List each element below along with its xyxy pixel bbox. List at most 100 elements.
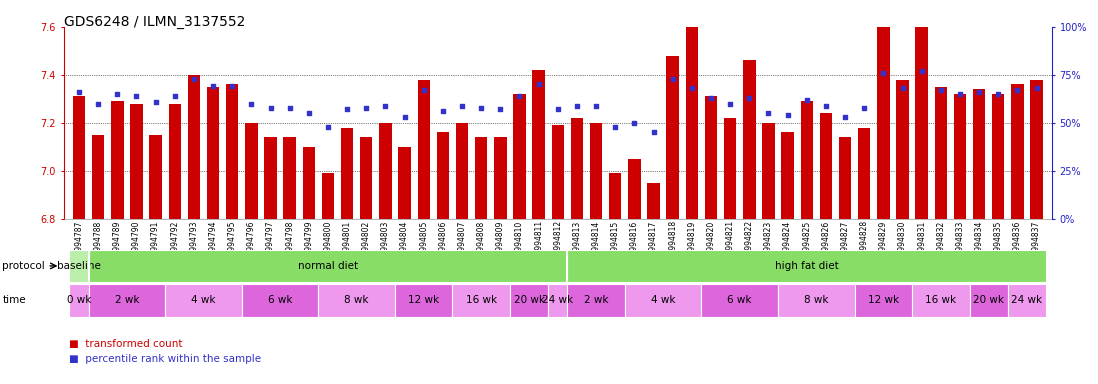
Bar: [111, 101, 124, 219]
Point: [568, 103, 585, 109]
Point: [186, 76, 203, 82]
Point: [472, 104, 490, 111]
Point: [587, 103, 605, 109]
Bar: [131, 104, 143, 219]
Text: 6 wk: 6 wk: [728, 295, 752, 306]
Bar: [743, 61, 755, 219]
Text: ■  percentile rank within the sample: ■ percentile rank within the sample: [69, 354, 261, 364]
Point: [261, 104, 279, 111]
Text: baseline: baseline: [57, 261, 101, 271]
Bar: [954, 94, 966, 219]
Bar: [778, 284, 854, 317]
Point: [798, 97, 816, 103]
Bar: [685, 22, 698, 219]
Point: [338, 106, 356, 113]
Point: [358, 104, 376, 111]
Point: [147, 99, 165, 105]
Bar: [168, 104, 181, 219]
Bar: [858, 128, 871, 219]
Text: GDS6248 / ILMN_3137552: GDS6248 / ILMN_3137552: [64, 15, 245, 29]
Point: [778, 112, 796, 118]
Bar: [437, 132, 449, 219]
Bar: [916, 0, 928, 219]
Text: 0 wk: 0 wk: [67, 295, 91, 306]
Point: [109, 91, 126, 97]
Bar: [379, 123, 392, 219]
Point: [912, 68, 930, 74]
Bar: [265, 137, 277, 219]
Text: 12 wk: 12 wk: [867, 295, 899, 306]
Text: 4 wk: 4 wk: [191, 295, 215, 306]
Bar: [571, 118, 583, 219]
Bar: [322, 173, 334, 219]
Bar: [877, 0, 889, 219]
Bar: [283, 137, 295, 219]
Point: [989, 91, 1007, 97]
Point: [645, 129, 662, 136]
Point: [971, 89, 988, 95]
Text: 16 wk: 16 wk: [926, 295, 956, 306]
Bar: [896, 80, 909, 219]
Point: [492, 106, 509, 113]
Text: protocol: protocol: [2, 261, 45, 271]
Bar: [242, 284, 318, 317]
Text: ■  transformed count: ■ transformed count: [69, 339, 182, 349]
Point: [932, 87, 950, 93]
Point: [894, 85, 911, 91]
Text: 4 wk: 4 wk: [651, 295, 675, 306]
Bar: [590, 123, 603, 219]
Point: [875, 70, 893, 76]
Point: [855, 104, 873, 111]
Bar: [245, 123, 258, 219]
Text: time: time: [2, 295, 26, 306]
Point: [703, 95, 720, 101]
Point: [951, 91, 968, 97]
Bar: [970, 284, 1008, 317]
Text: 8 wk: 8 wk: [345, 295, 369, 306]
Point: [664, 76, 682, 82]
Point: [395, 114, 413, 120]
Bar: [509, 284, 548, 317]
Point: [70, 89, 88, 95]
Bar: [648, 183, 660, 219]
Point: [415, 87, 433, 93]
Point: [453, 103, 471, 109]
Bar: [705, 96, 717, 219]
Text: 2 wk: 2 wk: [114, 295, 139, 306]
Bar: [395, 284, 452, 317]
Bar: [69, 250, 89, 282]
Bar: [226, 84, 238, 219]
Bar: [89, 284, 165, 317]
Bar: [475, 137, 488, 219]
Bar: [854, 284, 912, 317]
Bar: [702, 284, 778, 317]
Point: [377, 103, 394, 109]
Text: high fat diet: high fat diet: [775, 261, 839, 271]
Bar: [609, 173, 621, 219]
Bar: [912, 284, 970, 317]
Point: [223, 83, 240, 89]
Text: 20 wk: 20 wk: [514, 295, 545, 306]
Bar: [69, 284, 89, 317]
Point: [89, 101, 107, 107]
Point: [626, 120, 643, 126]
Bar: [360, 137, 372, 219]
Bar: [417, 80, 430, 219]
Bar: [628, 159, 640, 219]
Bar: [839, 137, 851, 219]
Point: [740, 95, 758, 101]
Point: [817, 103, 834, 109]
Bar: [800, 101, 813, 219]
Point: [243, 101, 260, 107]
Bar: [318, 284, 395, 317]
Point: [1009, 87, 1027, 93]
Bar: [1011, 84, 1023, 219]
Bar: [568, 284, 625, 317]
Point: [166, 93, 183, 99]
Bar: [973, 89, 985, 219]
Bar: [456, 123, 468, 219]
Bar: [188, 75, 200, 219]
Text: 24 wk: 24 wk: [542, 295, 573, 306]
Bar: [399, 147, 411, 219]
Text: 12 wk: 12 wk: [408, 295, 439, 306]
